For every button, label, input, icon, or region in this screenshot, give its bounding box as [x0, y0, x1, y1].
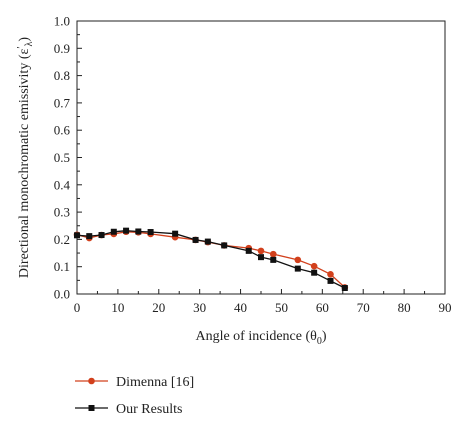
data-point-our-results	[123, 227, 130, 234]
x-tick-label: 40	[234, 300, 247, 315]
data-point-dimenna	[269, 250, 277, 258]
legend: Dimenna [16] Our Results	[75, 375, 194, 417]
series-line-our-results	[76, 230, 346, 289]
x-tick-label: 70	[357, 300, 370, 315]
data-point-our-results	[86, 233, 93, 240]
y-tick-label: 0.2	[54, 232, 70, 247]
x-tick-label: 80	[398, 300, 411, 315]
data-point-our-results	[221, 242, 228, 249]
data-point-our-results	[147, 229, 154, 236]
data-point-our-results	[110, 228, 117, 235]
y-tick-label: 0.5	[54, 150, 70, 165]
y-tick-label: 0.6	[54, 123, 71, 138]
legend-marker-dimenna	[88, 377, 95, 385]
data-point-our-results	[245, 247, 252, 254]
y-tick-label: 0.8	[54, 68, 70, 83]
data-point-dimenna	[310, 262, 318, 270]
x-tick-label: 10	[111, 300, 124, 315]
x-tick-label: 60	[316, 300, 329, 315]
y-tick-label: 1.0	[54, 14, 70, 29]
y-tick-label: 0.3	[54, 205, 70, 220]
data-point-our-results	[172, 230, 179, 237]
data-point-our-results	[294, 265, 301, 272]
series-line-dimenna	[76, 231, 346, 288]
x-axis-title: Angle of incidence (θ0)	[195, 329, 326, 347]
data-point-our-results	[327, 277, 334, 284]
data-point-our-results	[270, 256, 277, 263]
data-point-our-results	[204, 238, 211, 245]
data-point-our-results	[74, 232, 80, 239]
data-point-our-results	[341, 284, 348, 291]
data-point-dimenna	[257, 247, 265, 255]
legend-label-dimenna: Dimenna [16]	[116, 375, 194, 390]
plot-area: 0 10 20 30 40 50 60 70 80 90 0.0 0.1 0.2 0.3 0.4 0.5 0.6…	[16, 14, 452, 348]
x-tick-label: 90	[439, 300, 452, 315]
y-axis-title: Directional monochromatic emissivity (ε′…	[16, 37, 35, 278]
data-point-our-results	[258, 254, 264, 261]
data-point-our-results	[192, 236, 199, 243]
y-tick-label: 0.9	[54, 41, 70, 56]
data-point-our-results	[311, 269, 318, 276]
x-tick-label: 20	[152, 300, 165, 315]
legend-label-our-results: Our Results	[116, 402, 183, 417]
legend-marker-our-results	[88, 405, 95, 411]
y-tick-label: 0.7	[54, 95, 71, 110]
x-tick-label: 50	[275, 300, 288, 315]
x-tick-label: 30	[193, 300, 206, 315]
data-point-dimenna	[327, 271, 334, 278]
y-tick-label: 0.0	[54, 287, 70, 302]
data-point-our-results	[98, 232, 105, 239]
y-tick-label: 0.4	[54, 177, 71, 192]
y-tick-label: 0.1	[54, 259, 70, 274]
data-point-our-results	[135, 228, 142, 235]
data-point-dimenna	[294, 256, 302, 264]
x-tick-label: 0	[74, 300, 81, 315]
